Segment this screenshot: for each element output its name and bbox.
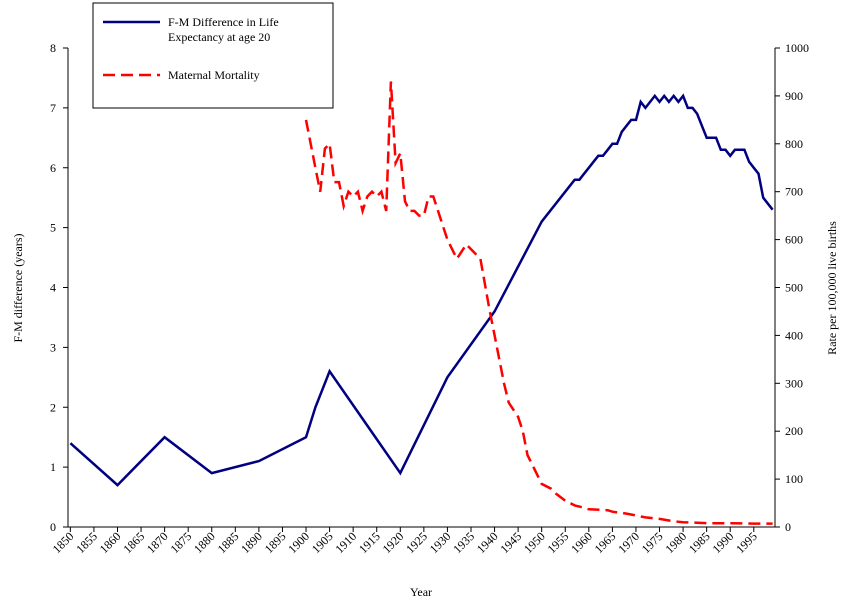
legend-line: F-M Difference in Life: [168, 15, 279, 29]
y-tick-label: 5: [50, 221, 56, 235]
y-tick-label: 1: [50, 460, 56, 474]
x-tick-label: 1910: [332, 529, 359, 556]
y2-tick-label: 900: [785, 89, 803, 103]
x-tick-label: 1885: [215, 529, 242, 556]
x-tick-label: 1995: [733, 529, 760, 556]
y-tick-label: 8: [50, 41, 56, 55]
x-tick-label: 1880: [191, 529, 218, 556]
y2-tick-label: 700: [785, 185, 803, 199]
y2-tick-label: 300: [785, 376, 803, 390]
x-tick-label: 1970: [615, 529, 642, 556]
x-tick-label: 1855: [73, 529, 100, 556]
x-tick-label: 1975: [639, 529, 666, 556]
legend-box: [92, 2, 334, 109]
y2-axis-label: Rate per 100,000 live births: [825, 221, 839, 355]
y2-tick-label: 1000: [785, 41, 809, 55]
legend-line: Expectancy at age 20: [168, 30, 270, 44]
series-line: [69, 93, 774, 487]
legend-label: Maternal Mortality: [168, 68, 260, 82]
x-tick-label: 1895: [262, 529, 289, 556]
x-tick-label: 1960: [568, 529, 595, 556]
x-tick-label: 1890: [238, 529, 265, 556]
x-axis-label: Year: [410, 585, 432, 599]
x-tick-label: 1935: [450, 529, 477, 556]
y2-tick-label: 500: [785, 281, 803, 295]
y2-tick-label: 100: [785, 472, 803, 486]
x-tick-label: 1915: [356, 529, 383, 556]
x-tick-label: 1980: [662, 529, 689, 556]
x-tick-label: 1860: [97, 529, 124, 556]
y-tick-label: 0: [50, 520, 56, 534]
y2-tick-label: 800: [785, 137, 803, 151]
series-line: [304, 81, 773, 525]
x-tick-label: 1930: [427, 529, 454, 556]
x-tick-label: 1955: [545, 529, 572, 556]
y-axis-label: F-M difference (years): [11, 233, 25, 342]
x-tick-label: 1940: [474, 529, 501, 556]
x-tick-label: 1985: [686, 529, 713, 556]
y-tick-label: 7: [50, 101, 56, 115]
x-tick-label: 1905: [309, 529, 336, 556]
x-tick-label: 1950: [521, 529, 548, 556]
x-tick-label: 1870: [144, 529, 171, 556]
y-tick-label: 4: [50, 281, 56, 295]
x-tick-label: 1900: [285, 529, 312, 556]
y2-tick-label: 0: [785, 520, 791, 534]
y2-tick-label: 400: [785, 328, 803, 342]
x-tick-label: 1945: [497, 529, 524, 556]
x-tick-label: 1875: [167, 529, 194, 556]
x-tick-label: 1920: [380, 529, 407, 556]
x-tick-label: 1865: [120, 529, 147, 556]
y-tick-label: 3: [50, 340, 56, 354]
x-tick-label: 1965: [592, 529, 619, 556]
x-tick-label: 1925: [403, 529, 430, 556]
y2-tick-label: 200: [785, 424, 803, 438]
legend-label: F-M Difference in Life Expectancy at age …: [168, 15, 279, 44]
y-tick-label: 2: [50, 400, 56, 414]
y-tick-label: 6: [50, 161, 56, 175]
y2-tick-label: 600: [785, 233, 803, 247]
x-tick-label: 1990: [709, 529, 736, 556]
